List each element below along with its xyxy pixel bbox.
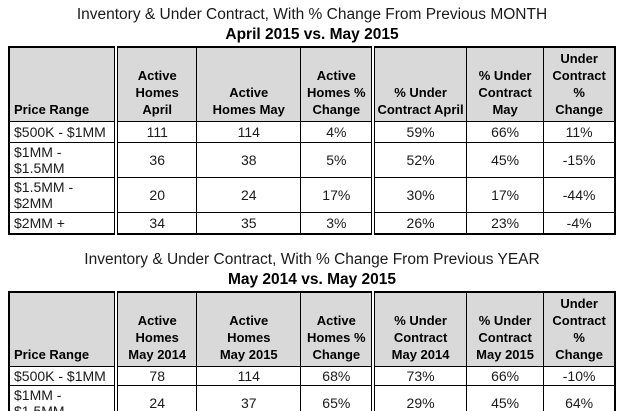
value-cell: 114 bbox=[196, 121, 302, 143]
month-table-title: Inventory & Under Contract, With % Chang… bbox=[76, 6, 548, 23]
column-header: Under Contract % Change bbox=[543, 46, 616, 122]
value-cell: 3% bbox=[300, 212, 374, 234]
value-cell: 35 bbox=[196, 212, 302, 234]
value-cell: 68% bbox=[300, 365, 374, 386]
price-range-cell: $1MM - $1.5MM bbox=[8, 384, 117, 411]
price-range-cell: $2MM + bbox=[8, 212, 117, 234]
month-table-subtitle: April 2015 vs. May 2015 bbox=[225, 26, 399, 43]
value-cell: 30% bbox=[371, 177, 467, 213]
value-cell: 111 bbox=[114, 121, 198, 143]
value-cell: 20 bbox=[114, 177, 198, 213]
value-cell: 34 bbox=[114, 212, 198, 234]
value-cell: -15% bbox=[543, 142, 616, 178]
column-header: % Under Contract May bbox=[465, 46, 545, 122]
table-row: $1MM - $1.5MM 24 37 65% 29% 45% 64% bbox=[8, 384, 616, 411]
header-row: Price Range Active Homes April Active Home… bbox=[8, 46, 616, 122]
year-table-title: Inventory & Under Contract, With % Chang… bbox=[84, 250, 540, 268]
value-cell: -10% bbox=[543, 365, 616, 386]
value-cell: 59% bbox=[371, 121, 467, 143]
value-cell: 24 bbox=[196, 177, 302, 213]
value-cell: 24 bbox=[114, 384, 198, 411]
value-cell: 114 bbox=[196, 365, 302, 386]
column-header: % Under Contract April bbox=[371, 46, 467, 122]
price-range-cell: $500K - $1MM bbox=[8, 121, 117, 143]
column-header: Active Homes April bbox=[114, 46, 198, 122]
column-header: Active Homes May 2014 bbox=[114, 291, 198, 367]
value-cell: 52% bbox=[371, 142, 467, 178]
value-cell: 17% bbox=[300, 177, 374, 213]
value-cell: 66% bbox=[465, 121, 545, 143]
column-header: % Under Contract May 2014 bbox=[371, 291, 467, 367]
price-range-cell: $1MM - $1.5MM bbox=[8, 142, 117, 178]
month-comparison-table: Price Range Active Homes April Active Home… bbox=[8, 46, 616, 235]
value-cell: 23% bbox=[465, 212, 545, 234]
value-cell: 45% bbox=[465, 142, 545, 178]
column-header: Active Homes May 2015 bbox=[196, 291, 302, 367]
value-cell: 17% bbox=[465, 177, 545, 213]
value-cell: 4% bbox=[300, 121, 374, 143]
column-header: Under Contract % Change bbox=[543, 291, 616, 367]
value-cell: -44% bbox=[543, 177, 616, 213]
value-cell: 38 bbox=[196, 142, 302, 178]
value-cell: 65% bbox=[300, 384, 374, 411]
column-header: % Under Contract May 2015 bbox=[465, 291, 545, 367]
value-cell: 26% bbox=[371, 212, 467, 234]
value-cell: 78 bbox=[114, 365, 198, 386]
price-range-cell: $1.5MM - $2MM bbox=[8, 177, 117, 213]
table-row: $500K - $1MM 78 114 68% 73% 66% -10% bbox=[8, 365, 616, 386]
year-comparison-table: Price Range Active Homes May 2014 Active H… bbox=[8, 290, 616, 411]
value-cell: 45% bbox=[465, 384, 545, 411]
table-row: $2MM +34 35 3% 26% 23% -4% bbox=[8, 212, 616, 234]
price-range-column-header: Price Range bbox=[8, 46, 117, 122]
month-comparison-section: Inventory & Under Contract, With % Chang… bbox=[8, 6, 616, 235]
value-cell: 29% bbox=[371, 384, 467, 411]
value-cell: 37 bbox=[196, 384, 302, 411]
price-range-column-header: Price Range bbox=[8, 291, 117, 367]
price-range-cell: $500K - $1MM bbox=[8, 365, 117, 386]
value-cell: 36 bbox=[114, 142, 198, 178]
table-row: $1MM - $1.5MM 36 38 5% 52% 45% -15% bbox=[8, 142, 616, 178]
value-cell: 11% bbox=[543, 121, 616, 143]
column-header: Active Homes % Change bbox=[300, 46, 374, 122]
value-cell: 5% bbox=[300, 142, 374, 178]
value-cell: -4% bbox=[543, 212, 616, 234]
column-header: Active Homes May bbox=[196, 46, 302, 122]
table-row: $500K - $1MM 111 114 4% 59% 66% 11% bbox=[8, 121, 616, 143]
year-comparison-section: Inventory & Under Contract, With % Chang… bbox=[0, 250, 624, 411]
value-cell: 66% bbox=[465, 365, 545, 386]
header-row: Price Range Active Homes May 2014 Active H… bbox=[8, 291, 616, 367]
value-cell: 73% bbox=[371, 365, 467, 386]
table-row: $1.5MM - $2MM 20 24 17% 30% 17% -44% bbox=[8, 177, 616, 213]
column-header: Active Homes % Change bbox=[300, 291, 374, 367]
value-cell: 64% bbox=[543, 384, 616, 411]
year-table-subtitle: May 2014 vs. May 2015 bbox=[227, 270, 397, 288]
